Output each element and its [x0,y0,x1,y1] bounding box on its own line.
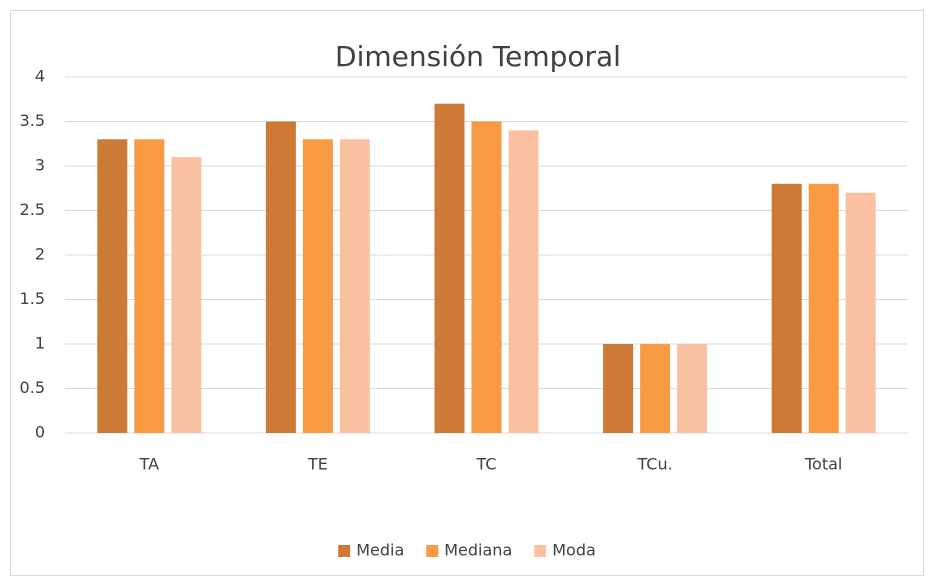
legend-label: Moda [552,541,596,560]
legend-label: Mediana [444,541,512,560]
chart-title: Dimensión Temporal [335,40,621,73]
y-tick-label: 1 [35,334,45,353]
bar [97,139,128,434]
y-tick-label: 3.5 [20,111,45,130]
bar [508,130,539,433]
legend-swatch [426,545,439,557]
y-tick-label: 1.5 [20,289,45,308]
bar [640,344,671,433]
bar [603,344,634,433]
x-tick-label: TC [475,455,496,474]
x-tick-label: Total [804,455,842,474]
bar [808,183,839,433]
bar [134,139,165,434]
bar [471,121,502,433]
x-tick-label: TCu. [636,455,672,474]
y-tick-label: 2.5 [20,200,45,219]
legend-swatch [534,545,547,557]
y-tick-label: 4 [35,67,45,86]
legend-swatch [338,545,351,557]
x-tick-label: TA [139,455,160,474]
bar [845,192,876,433]
bar [434,103,465,433]
y-tick-label: 0.5 [20,378,45,397]
legend-label: Media [356,541,404,560]
bar [339,139,370,434]
bar [677,344,708,433]
bar [302,139,333,434]
y-tick-label: 2 [35,245,45,264]
x-tick-label: TE [307,455,328,474]
bar [265,121,296,433]
y-tick-label: 0 [35,423,45,442]
y-tick-label: 3 [35,156,45,175]
bar [771,183,802,433]
bar [171,157,202,433]
